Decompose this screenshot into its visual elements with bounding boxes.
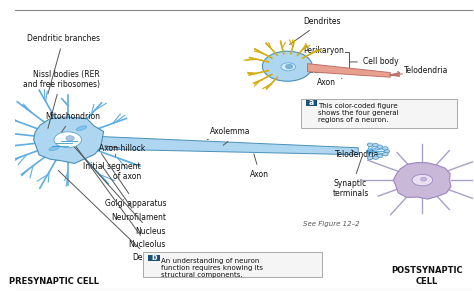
FancyBboxPatch shape — [301, 100, 456, 128]
Text: POSTSYNAPTIC
CELL: POSTSYNAPTIC CELL — [391, 267, 463, 286]
Ellipse shape — [421, 177, 427, 181]
Ellipse shape — [54, 132, 82, 148]
Polygon shape — [34, 117, 104, 164]
FancyBboxPatch shape — [148, 255, 160, 260]
Text: See Figure 12–2: See Figure 12–2 — [303, 221, 360, 227]
Text: Nucleus: Nucleus — [292, 66, 334, 75]
Ellipse shape — [76, 126, 87, 131]
Text: Axon: Axon — [250, 154, 269, 179]
Text: Initial segment
of axon: Initial segment of axon — [83, 154, 141, 181]
Polygon shape — [95, 136, 358, 155]
Text: Nucleus: Nucleus — [70, 142, 166, 237]
FancyBboxPatch shape — [306, 100, 317, 106]
Text: Axon hillock: Axon hillock — [99, 144, 146, 153]
Circle shape — [384, 150, 390, 153]
Ellipse shape — [49, 146, 59, 151]
Ellipse shape — [281, 63, 296, 71]
Text: b: b — [151, 253, 157, 262]
Circle shape — [377, 154, 383, 158]
Ellipse shape — [412, 174, 433, 186]
Text: Telodendria: Telodendria — [398, 66, 448, 75]
Text: Golgi apparatus: Golgi apparatus — [101, 154, 166, 208]
Circle shape — [367, 156, 373, 159]
Circle shape — [383, 152, 388, 156]
Text: Nissl bodies (RER
and free ribosomes): Nissl bodies (RER and free ribosomes) — [23, 70, 100, 128]
Circle shape — [285, 64, 293, 69]
Circle shape — [383, 147, 388, 150]
Text: Mitochondrion: Mitochondrion — [45, 112, 100, 137]
Text: This color-coded figure
shows the four general
regions of a neuron.: This color-coded figure shows the four g… — [318, 103, 399, 123]
Polygon shape — [308, 64, 390, 77]
Text: Axon: Axon — [317, 78, 342, 87]
Circle shape — [377, 145, 383, 148]
Polygon shape — [393, 163, 451, 199]
Text: Axolemma: Axolemma — [207, 127, 250, 140]
Ellipse shape — [66, 136, 74, 141]
Text: Neurofilament: Neurofilament — [101, 165, 166, 222]
Circle shape — [373, 143, 378, 147]
Text: Perikaryon: Perikaryon — [292, 46, 344, 61]
Text: Synaptic
terminals: Synaptic terminals — [333, 157, 369, 198]
Text: Telodendria: Telodendria — [336, 150, 380, 159]
Text: Dendrite: Dendrite — [58, 171, 166, 262]
Text: Cell body: Cell body — [350, 57, 399, 66]
Text: a: a — [309, 98, 314, 107]
Text: Dendritic branches: Dendritic branches — [27, 34, 100, 94]
FancyBboxPatch shape — [143, 252, 322, 277]
Text: Dendrites: Dendrites — [290, 17, 341, 45]
Circle shape — [373, 156, 379, 159]
Circle shape — [367, 143, 373, 146]
Text: An understanding of neuron
function requires knowing its
structural components.: An understanding of neuron function requ… — [161, 258, 263, 278]
Text: Nucleolus: Nucleolus — [72, 141, 166, 249]
Ellipse shape — [263, 51, 312, 81]
Text: PRESYNAPTIC CELL: PRESYNAPTIC CELL — [9, 277, 99, 286]
